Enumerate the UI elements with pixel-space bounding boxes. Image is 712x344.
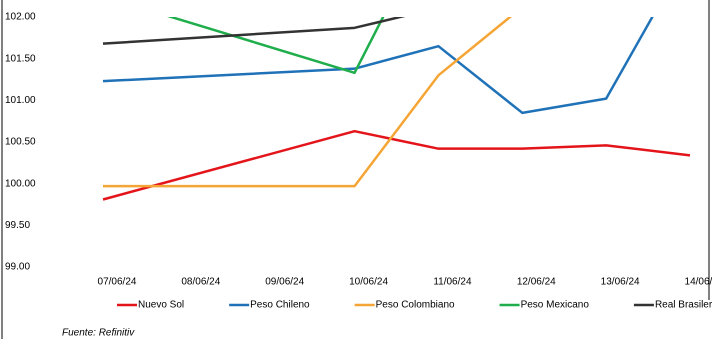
legend-label: Peso Chileno (250, 300, 310, 311)
series-line (102, 17, 654, 115)
plot-area (102, 17, 691, 201)
x-tick-label: 07/06/24 (98, 277, 137, 288)
y-tick-label: 99.50 (5, 220, 30, 231)
series-line (167, 17, 385, 75)
series-line (102, 17, 406, 45)
legend-label: Peso Colombiano (376, 300, 455, 311)
legend-label: Nuevo Sol (138, 300, 184, 311)
x-tick-label: 09/06/24 (265, 277, 304, 288)
y-tick-label: 100.00 (5, 178, 36, 189)
x-tick-label: 10/06/24 (349, 277, 388, 288)
legend-label: Peso Mexicano (521, 300, 590, 311)
y-tick-label: 101.00 (5, 95, 36, 106)
y-tick-label: 100.50 (5, 137, 36, 148)
source-note: Fuente: Refinitiv (62, 328, 135, 339)
x-tick-label: 08/06/24 (181, 277, 220, 288)
x-tick-label: 13/06/24 (601, 277, 640, 288)
y-tick-label: 101.50 (5, 53, 36, 64)
series-line (103, 17, 512, 188)
series-line (102, 129, 691, 201)
legend-label: Real Brasilero (655, 300, 712, 311)
x-tick-label: 14/06/24 (685, 277, 712, 288)
y-tick-label: 102.00 (5, 12, 36, 23)
y-tick-label: 99.00 (5, 262, 30, 273)
x-tick-label: 12/06/24 (517, 277, 556, 288)
x-tick-label: 11/06/24 (433, 277, 472, 288)
